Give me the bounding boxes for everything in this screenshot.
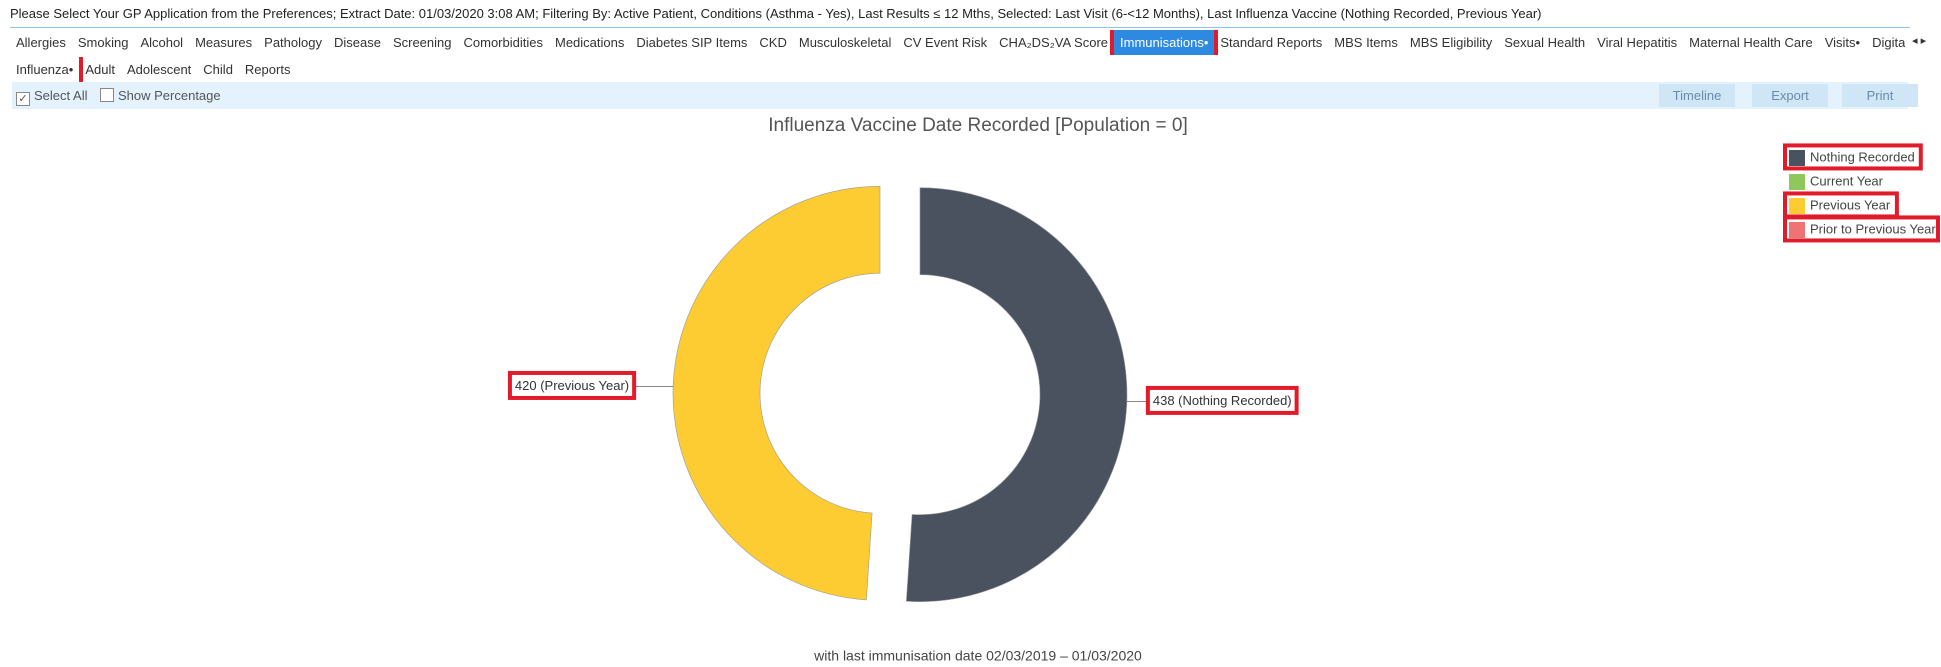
legend-swatch (1789, 222, 1805, 238)
tab[interactable]: Allergies (16, 35, 66, 50)
tab[interactable]: Digital Health (1872, 35, 1905, 50)
tab[interactable]: Diabetes SIP Items (636, 35, 748, 50)
chart-title: Influenza Vaccine Date Recorded [Populat… (768, 115, 1188, 136)
subtab[interactable]: Adult (85, 62, 115, 77)
select-all[interactable]: ✓ Select All (16, 88, 87, 106)
tab-active[interactable]: Immunisations• (1110, 30, 1219, 55)
tab[interactable]: Alcohol (140, 35, 184, 50)
legend-label: Prior to Previous Year (1810, 221, 1936, 236)
tab[interactable]: Disease (333, 35, 381, 50)
timeline-button[interactable]: Timeline (1659, 84, 1735, 107)
divider (10, 27, 1910, 28)
highlight-box (507, 370, 637, 400)
highlight-box (1783, 215, 1940, 243)
legend-label: Nothing Recorded (1810, 149, 1915, 164)
legend-swatch (1789, 174, 1805, 190)
tab[interactable]: Sexual Health (1504, 35, 1586, 50)
tab[interactable]: CHA₂DS₂VA Score (999, 35, 1109, 50)
tab[interactable]: Measures (195, 35, 253, 50)
tab-bar: Allergies Smoking Alcohol Measures Pathology… (10, 30, 1905, 55)
chart-caption: with last immunisation date 02/03/2019 –… (813, 648, 1142, 664)
tab[interactable]: MBS Items (1334, 35, 1398, 50)
pie-slice (906, 187, 1128, 602)
filter-text: Please Select Your GP Application from t… (10, 6, 1542, 21)
tab[interactable]: Visits• (1824, 35, 1861, 50)
show-percentage[interactable]: Show Percentage (100, 88, 221, 103)
tab[interactable]: CV Event Risk (903, 35, 988, 50)
tab-scroll-arrows[interactable]: ◂ ▸ (1912, 35, 1927, 47)
legend-swatch (1789, 150, 1805, 166)
data-label: 420 (Previous Year) (515, 378, 629, 393)
tab[interactable]: Screening (392, 35, 452, 50)
tab[interactable]: Standard Reports (1220, 35, 1323, 50)
tab[interactable]: Pathology (264, 35, 322, 50)
tab[interactable]: Musculoskeletal (798, 35, 892, 50)
checkbox-checked[interactable]: ✓ (16, 92, 30, 106)
highlight-box (1145, 385, 1299, 415)
select-all-label: Select All (34, 88, 88, 103)
tab[interactable]: Medications (554, 35, 625, 50)
tab[interactable]: Smoking (77, 35, 129, 50)
tab[interactable]: CKD (759, 35, 787, 50)
subtab[interactable]: Child (203, 62, 233, 77)
subtab-bar: Influenza• Adult Adolescent Child Reports (10, 57, 1905, 82)
tab[interactable]: Viral Hepatitis (1597, 35, 1678, 50)
subtab[interactable]: Reports (244, 62, 291, 77)
legend-swatch (1789, 198, 1805, 214)
tab[interactable]: Comorbidities (463, 35, 543, 50)
show-percentage-label: Show Percentage (118, 88, 221, 103)
pie-slice (672, 186, 881, 601)
tab[interactable]: MBS Eligibility (1409, 35, 1493, 50)
print-button[interactable]: Print (1842, 84, 1918, 107)
data-label: 438 (Nothing Recorded) (1153, 393, 1292, 408)
subtab[interactable]: Adolescent (126, 62, 192, 77)
subtab-active[interactable]: Influenza• (10, 57, 84, 82)
checkbox[interactable] (100, 88, 114, 102)
tab[interactable]: Maternal Health Care (1689, 35, 1813, 50)
highlight-box (1783, 143, 1923, 171)
toolbar: ✓ Select All Show Percentage Timeline Exp… (12, 82, 1918, 109)
legend-label: Current Year (1810, 173, 1884, 188)
export-button[interactable]: Export (1752, 84, 1828, 107)
legend-label: Previous Year (1810, 197, 1891, 212)
